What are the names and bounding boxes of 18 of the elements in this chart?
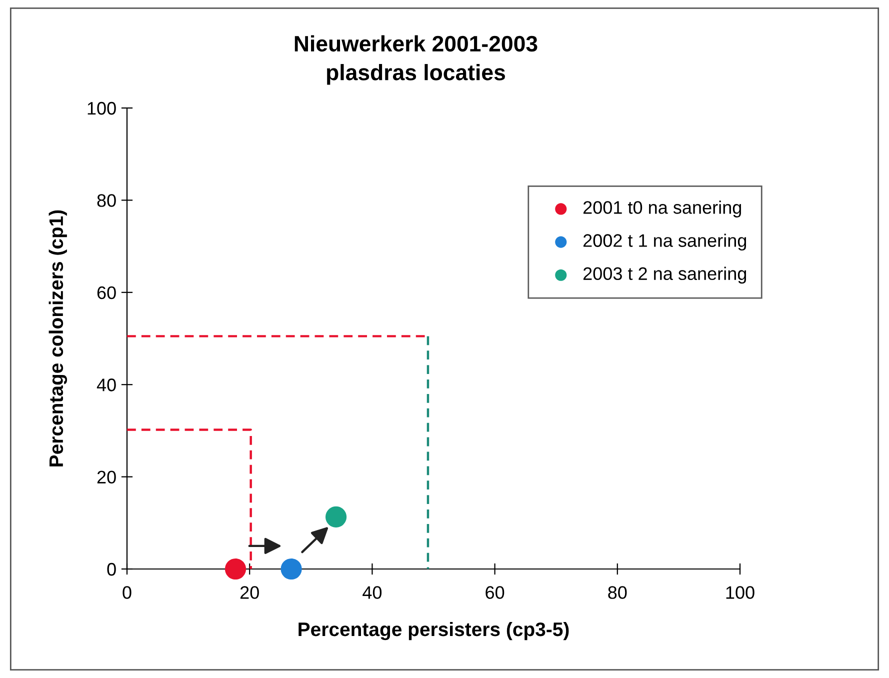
x-tick-label: 100 [726, 586, 754, 599]
y-tick-label: 0 [107, 562, 116, 576]
legend-label: 2003 t 2 na sanering [583, 266, 746, 284]
y-tick-label: 80 [97, 194, 116, 207]
x-tick-label: 40 [362, 586, 382, 599]
x-axis-title: Percentage persisters (cp3-5) [298, 622, 569, 640]
chart-title: Nieuwerkerk 2001-2003 plasdras locaties [294, 35, 538, 85]
y-tick-label: 20 [97, 470, 116, 484]
x-tick-label: 60 [486, 586, 504, 599]
y-axis-title: Percentage colonizers (cp1) [48, 210, 68, 466]
x-tick-label: 80 [608, 586, 627, 599]
x-tick-label: 0 [122, 586, 132, 599]
y-tick-label: 100 [88, 102, 116, 115]
legend-label: 2002 t 1 na sanering [583, 234, 746, 251]
y-tick-label: 60 [97, 286, 116, 300]
legend-label: 2001 t0 na sanering [583, 200, 742, 218]
x-tick-label: 20 [240, 586, 259, 599]
y-tick-label: 40 [96, 378, 116, 392]
